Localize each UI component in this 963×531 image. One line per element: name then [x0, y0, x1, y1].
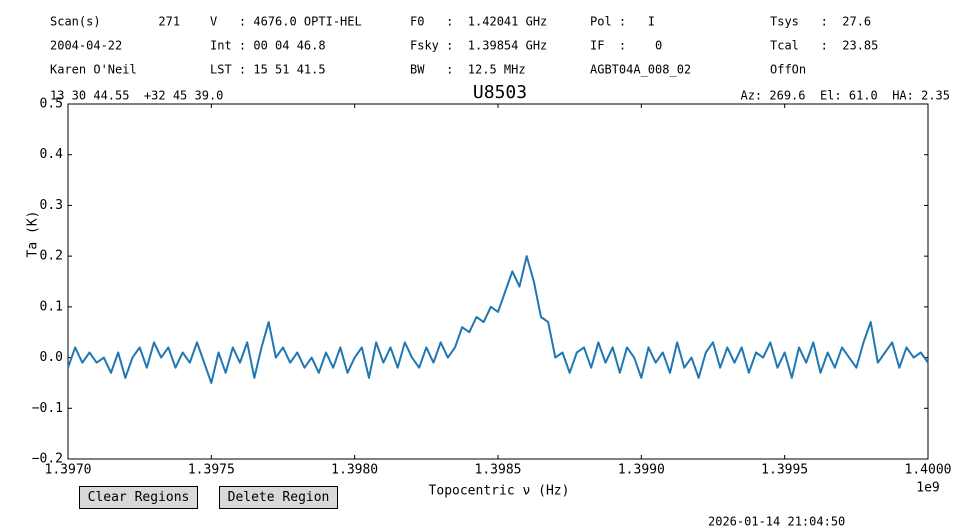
x-tick-label: 1.3970 — [45, 463, 92, 478]
delete-region-button[interactable]: Delete Region — [219, 486, 338, 509]
y-tick-label: 0.1 — [40, 299, 63, 314]
chart-title: U8503 — [473, 82, 527, 103]
header-field: 2004-04-22 — [50, 39, 122, 53]
pointing: Az: 269.6 El: 61.0 HA: 2.35 — [740, 89, 950, 103]
header-field: Pol : I — [590, 15, 655, 29]
x-tick-label: 1.3990 — [618, 463, 665, 478]
y-axis-label: Ta (K) — [26, 211, 41, 258]
coordinates: 13 30 44.55 +32 45 39.0 — [50, 89, 223, 103]
header-field: F0 : 1.42041 GHz — [410, 15, 547, 29]
y-tick-label: 0.2 — [40, 249, 63, 264]
x-tick-label: 1.3980 — [331, 463, 378, 478]
y-tick-label: 0.5 — [40, 97, 63, 112]
y-tick-label: 0.0 — [40, 350, 63, 365]
header-field: V : 4676.0 OPTI-HEL — [210, 15, 362, 29]
y-tick-label: 0.4 — [40, 147, 64, 162]
clear-regions-button[interactable]: Clear Regions — [79, 486, 198, 509]
spectrum-line — [67, 255, 929, 384]
header-field: Int : 00 04 46.8 — [210, 39, 326, 53]
timestamp: 2026-01-14 21:04:50 — [708, 515, 845, 529]
header-field: Karen O'Neil — [50, 63, 137, 77]
header-field: BW : 12.5 MHz — [410, 63, 526, 77]
x-axis-label: Topocentric ν (Hz) — [429, 484, 570, 499]
header-field: Scan(s) 271 — [50, 15, 180, 29]
header-field: Tsys : 27.6 — [770, 15, 871, 29]
y-tick-label: −0.2 — [32, 452, 63, 467]
x-offset-label: 1e9 — [916, 481, 939, 496]
x-tick-label: 1.4000 — [905, 463, 952, 478]
plot-frame — [67, 103, 929, 460]
header-field: LST : 15 51 41.5 — [210, 63, 326, 77]
header-field: Fsky : 1.39854 GHz — [410, 39, 547, 53]
header-field: OffOn — [770, 63, 806, 77]
header-field: AGBT04A_008_02 — [590, 63, 691, 77]
header-field: Tcal : 23.85 — [770, 39, 878, 53]
x-tick-label: 1.3985 — [475, 463, 522, 478]
header-field: IF : 0 — [590, 39, 662, 53]
y-tick-label: 0.3 — [40, 198, 63, 213]
y-tick-label: −0.1 — [32, 401, 63, 416]
x-tick-label: 1.3995 — [761, 463, 808, 478]
x-tick-label: 1.3975 — [188, 463, 235, 478]
